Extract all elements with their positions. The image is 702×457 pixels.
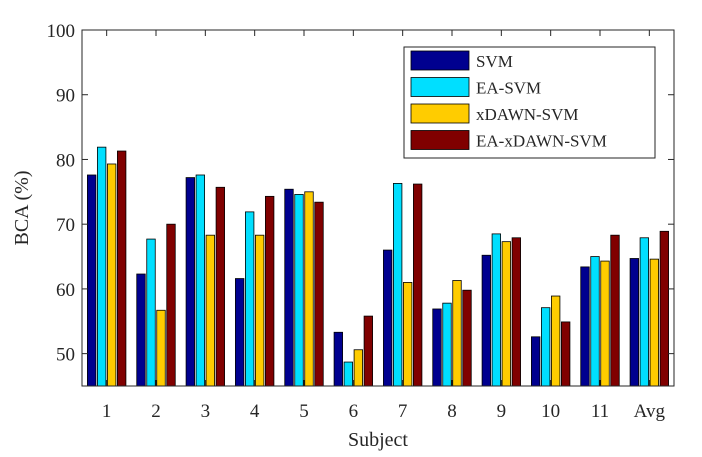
- bar-ea-svm-5: [294, 194, 304, 387]
- legend-swatch-ea-svm: [410, 77, 470, 97]
- y-axis-title: BCA (%): [11, 171, 33, 246]
- bar-xdawn-svm-8: [452, 280, 462, 387]
- bar-ea-xdawn-svm-6: [363, 315, 373, 387]
- bar-svm-7: [383, 249, 393, 387]
- bars-layer: [87, 146, 669, 387]
- x-tick-label-avg: Avg: [634, 401, 666, 422]
- bar-svm-8: [432, 308, 442, 387]
- bar-xdawn-svm-avg: [649, 258, 659, 387]
- legend-label-ea-xdawn-svm: EA-xDAWN-SVM: [476, 132, 607, 151]
- bar-svm-3: [185, 177, 195, 387]
- bar-ea-svm-2: [146, 238, 156, 387]
- legend-swatch-ea-xdawn-svm: [410, 130, 470, 150]
- bar-ea-xdawn-svm-4: [265, 195, 275, 387]
- bar-ea-svm-avg: [639, 237, 649, 387]
- bar-ea-xdawn-svm-2: [166, 223, 176, 387]
- bar-ea-svm-11: [590, 256, 600, 387]
- bar-ea-svm-4: [245, 211, 255, 387]
- bar-ea-xdawn-svm-10: [561, 321, 571, 387]
- legend-label-ea-svm: EA-SVM: [476, 79, 541, 98]
- bar-ea-svm-7: [393, 183, 403, 387]
- plot-frame: [81, 29, 675, 387]
- y-tick-label-50: 50: [56, 345, 75, 366]
- legend-label-xdawn-svm: xDAWN-SVM: [476, 105, 579, 124]
- x-tick-label-4: 4: [250, 401, 260, 422]
- bar-svm-4: [235, 278, 245, 387]
- bar-xdawn-svm-6: [353, 349, 363, 387]
- bar-ea-xdawn-svm-5: [314, 201, 324, 387]
- y-tick-label-70: 70: [56, 215, 75, 236]
- x-tick-label-7: 7: [398, 401, 408, 422]
- y-tick-label-80: 80: [56, 150, 75, 171]
- bar-ea-xdawn-svm-7: [413, 183, 423, 387]
- x-tick-label-3: 3: [201, 401, 211, 422]
- bar-xdawn-svm-10: [551, 295, 561, 387]
- bar-xdawn-svm-5: [304, 191, 314, 387]
- bar-svm-avg: [629, 258, 639, 387]
- bar-ea-xdawn-svm-3: [215, 186, 225, 387]
- x-tick-label-6: 6: [349, 401, 359, 422]
- bar-ea-xdawn-svm-8: [462, 289, 472, 387]
- bar-ea-svm-3: [195, 174, 205, 387]
- legend-swatch-svm: [410, 50, 470, 71]
- bar-svm-11: [580, 266, 590, 387]
- x-axis-title: Subject: [348, 429, 408, 451]
- x-tick-label-1: 1: [102, 401, 112, 422]
- legend-label-svm: SVM: [476, 52, 513, 71]
- bar-xdawn-svm-1: [107, 163, 117, 387]
- bar-svm-5: [284, 188, 294, 387]
- bar-svm-6: [333, 331, 343, 387]
- x-tick-label-9: 9: [497, 401, 507, 422]
- bar-xdawn-svm-11: [600, 260, 610, 387]
- bar-ea-xdawn-svm-11: [610, 234, 620, 387]
- bar-xdawn-svm-3: [205, 234, 215, 387]
- x-tick-label-8: 8: [447, 401, 457, 422]
- bar-svm-1: [87, 174, 97, 387]
- bar-ea-xdawn-svm-9: [511, 237, 521, 387]
- bar-xdawn-svm-2: [156, 309, 166, 387]
- legend: SVM EA-SVM xDAWN-SVM EA-xDAWN-SVM: [403, 46, 656, 159]
- y-tick-label-60: 60: [56, 280, 75, 301]
- ticks-layer: 50 60 70 80 90 100 1 2 3 4 5 6 7 8 9 10 11 Avg: [47, 21, 674, 422]
- bar-xdawn-svm-7: [403, 282, 413, 387]
- bar-xdawn-svm-9: [501, 241, 511, 387]
- bar-ea-svm-10: [541, 307, 551, 387]
- bar-ea-xdawn-svm-1: [117, 150, 127, 387]
- bar-ea-svm-1: [97, 146, 107, 387]
- bar-svm-10: [531, 336, 541, 387]
- bar-ea-svm-8: [442, 302, 452, 387]
- bar-ea-xdawn-svm-avg: [659, 230, 669, 387]
- bar-ea-svm-6: [343, 361, 353, 387]
- bar-ea-svm-9: [491, 233, 501, 387]
- x-tick-label-11: 11: [591, 401, 609, 422]
- y-tick-label-90: 90: [56, 86, 75, 107]
- bar-svm-9: [481, 254, 491, 387]
- legend-swatch-xdawn-svm: [410, 103, 470, 124]
- x-tick-label-10: 10: [541, 401, 560, 422]
- x-tick-label-5: 5: [299, 401, 309, 422]
- x-tick-label-2: 2: [151, 401, 161, 422]
- y-tick-label-100: 100: [47, 21, 76, 42]
- bar-svm-2: [136, 273, 146, 387]
- bar-xdawn-svm-4: [255, 234, 265, 387]
